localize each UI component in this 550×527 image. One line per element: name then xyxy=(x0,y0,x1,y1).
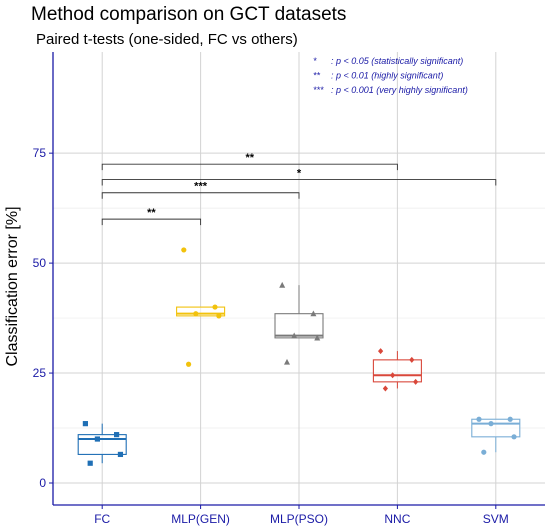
data-point xyxy=(114,432,120,438)
y-axis-label: Classification error [%] xyxy=(4,206,21,366)
legend-text: : p < 0.001 (very highly significant) xyxy=(331,85,468,95)
significance-legend: * : p < 0.05 (statistically significant) *… xyxy=(313,56,468,95)
significance-bracket xyxy=(101,218,202,226)
data-point xyxy=(212,304,218,310)
y-tick-label: 50 xyxy=(33,256,47,270)
legend-stars: *** xyxy=(313,85,324,95)
significance-stars: * xyxy=(297,168,302,180)
data-point xyxy=(87,460,93,466)
x-tick-label: FC xyxy=(94,512,110,526)
box-body xyxy=(176,306,226,317)
chart-subtitle: Paired t-tests (one-sided, FC vs others) xyxy=(36,31,298,48)
data-point xyxy=(390,372,396,379)
significance-stars: ** xyxy=(147,207,156,219)
x-tick-label: MLP(PSO) xyxy=(270,512,328,526)
data-point xyxy=(216,313,222,319)
data-point xyxy=(507,416,513,422)
box-body xyxy=(471,418,521,438)
data-point xyxy=(94,436,100,442)
data-point xyxy=(413,378,419,385)
data-point xyxy=(181,247,187,253)
legend-text: : p < 0.01 (highly significant) xyxy=(331,71,443,81)
data-point xyxy=(117,451,124,458)
box-body xyxy=(77,434,127,455)
significance-stars: ** xyxy=(246,152,255,164)
data-point xyxy=(378,348,384,355)
data-point xyxy=(186,361,192,367)
data-point xyxy=(481,449,487,455)
box-plots xyxy=(77,247,521,466)
data-point xyxy=(279,281,286,288)
chart-title: Method comparison on GCT datasets xyxy=(31,4,346,25)
data-point xyxy=(409,356,415,363)
legend-stars: * xyxy=(313,56,317,66)
gridlines xyxy=(53,52,545,505)
data-point xyxy=(291,332,298,339)
y-tick-label: 25 xyxy=(33,366,47,380)
x-tick-label: NNC xyxy=(384,512,410,526)
significance-bracket xyxy=(101,163,398,171)
data-point xyxy=(82,421,88,427)
significance-brackets: ******** xyxy=(101,152,497,226)
plot-area: * : p < 0.05 (statistically significant) *… xyxy=(33,52,545,526)
data-point xyxy=(193,311,199,317)
legend-stars: ** xyxy=(313,71,321,81)
data-point xyxy=(488,421,494,427)
x-tick-label: SVM xyxy=(483,512,509,526)
legend-text: : p < 0.05 (statistically significant) xyxy=(331,56,463,66)
data-point xyxy=(314,334,321,341)
data-point xyxy=(476,416,482,422)
significance-bracket xyxy=(101,192,300,199)
x-axis-ticks: FC MLP(GEN) MLP(PSO) NNC SVM xyxy=(94,505,509,526)
significance-stars: *** xyxy=(194,181,208,193)
y-tick-label: 0 xyxy=(39,476,46,490)
box-body xyxy=(274,313,324,339)
data-point xyxy=(382,385,388,392)
significance-bracket xyxy=(101,179,497,186)
x-tick-label: MLP(GEN) xyxy=(171,512,230,526)
y-tick-label: 75 xyxy=(33,146,47,160)
box-body xyxy=(372,359,422,383)
y-axis-ticks: 0 25 50 75 xyxy=(33,146,53,490)
data-point xyxy=(284,358,290,365)
data-point xyxy=(310,310,317,317)
data-point xyxy=(511,434,517,440)
